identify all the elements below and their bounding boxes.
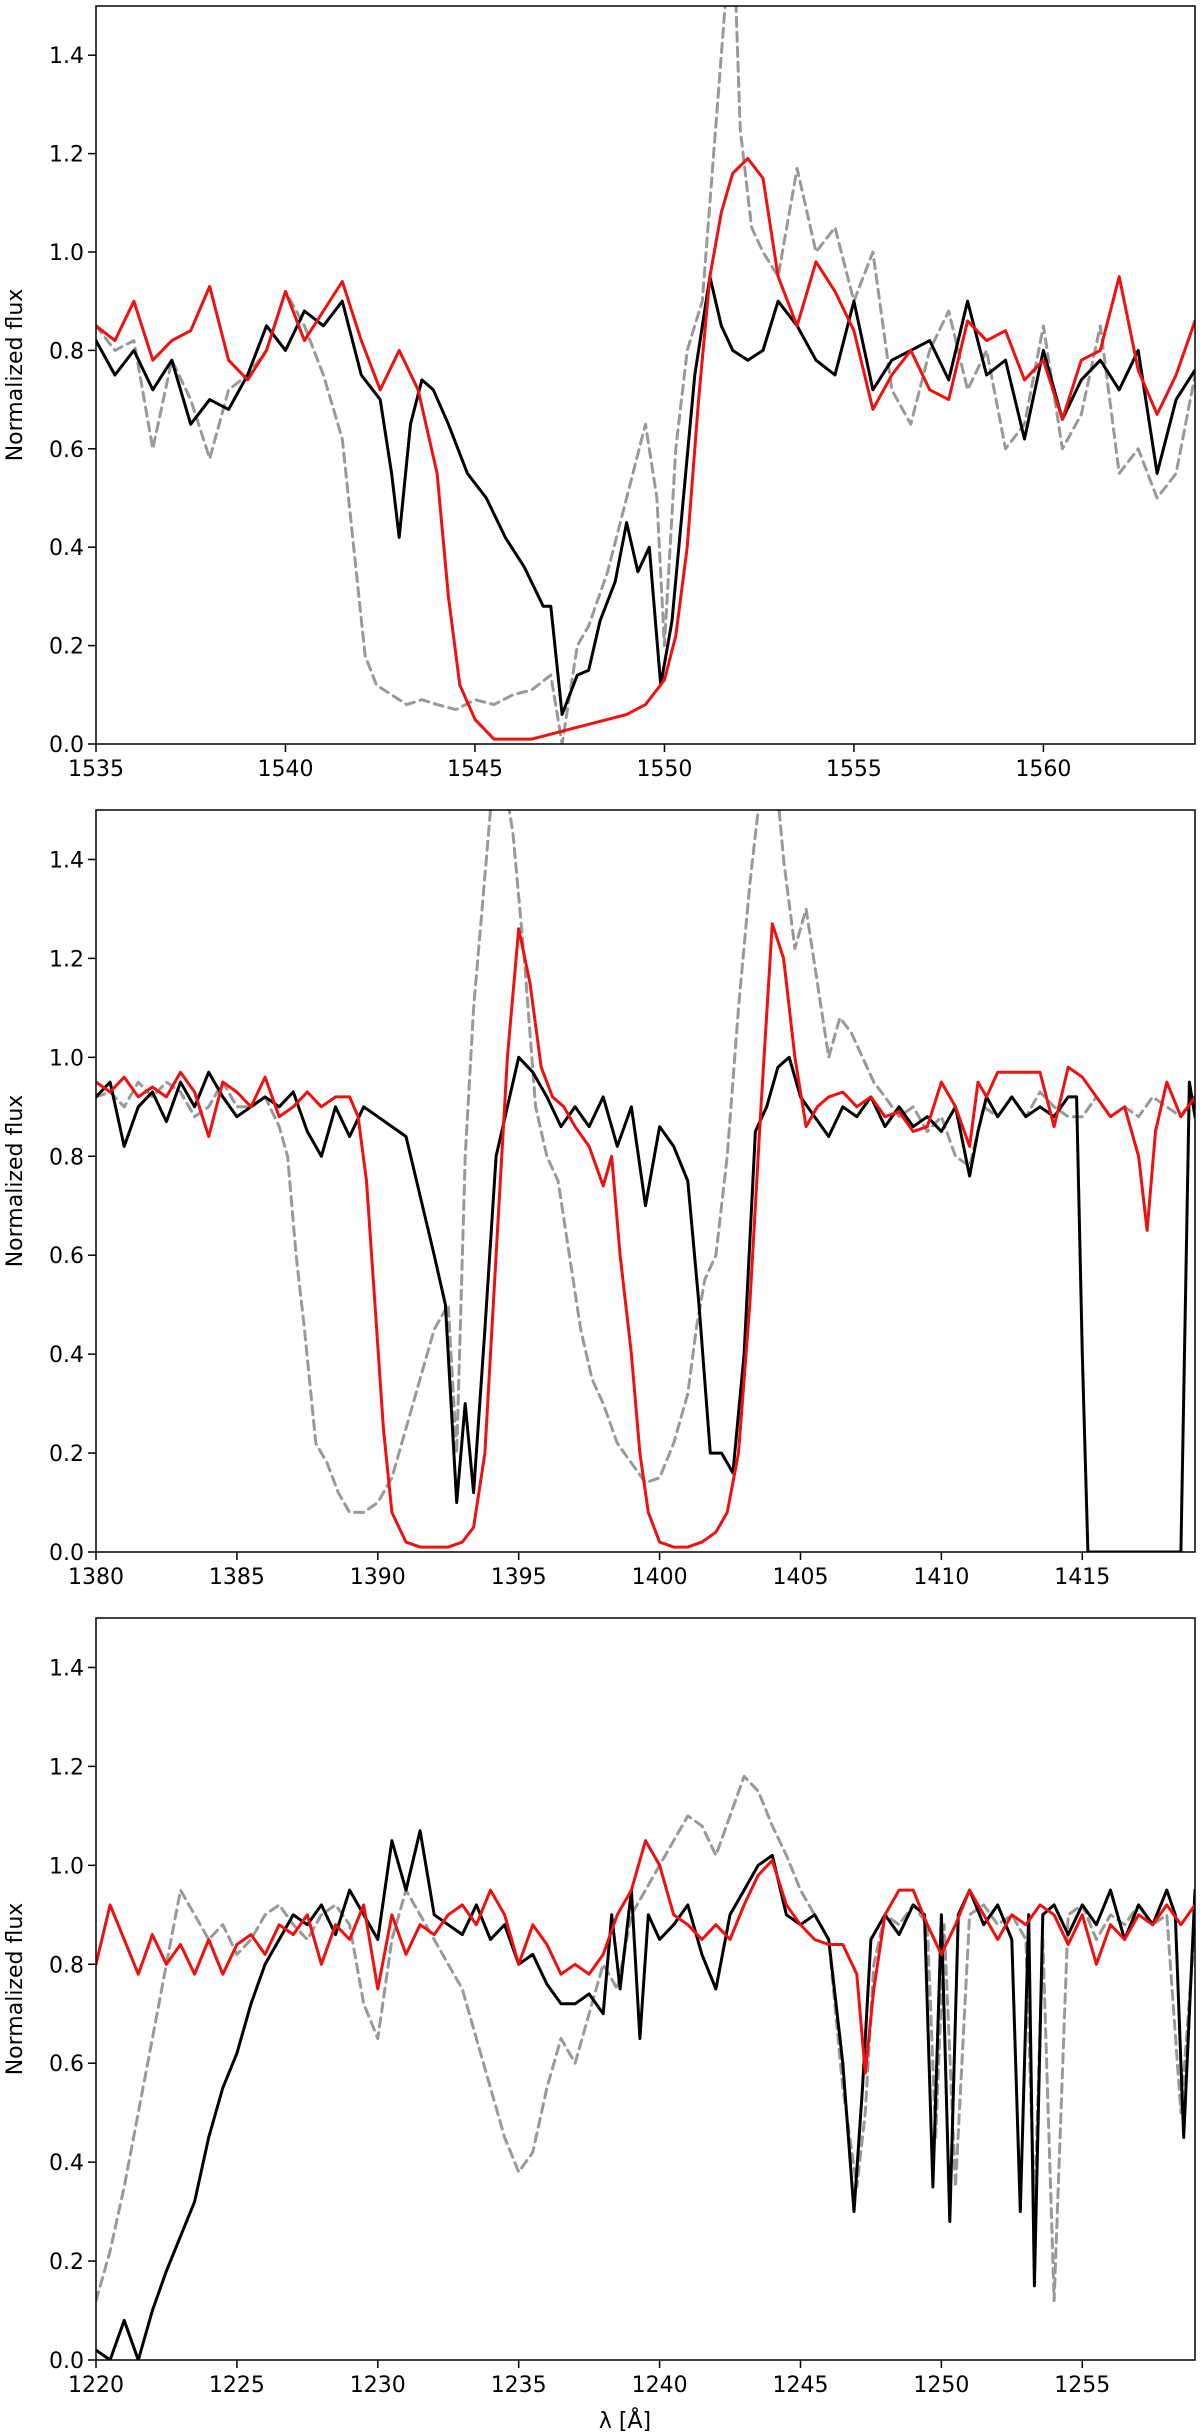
y-tick-label: 0.6 (49, 1244, 84, 1269)
x-tick-label: 1540 (257, 757, 313, 782)
x-tick-label: 1380 (68, 1565, 124, 1590)
y-tick-label: 0.8 (49, 1145, 84, 1170)
x-tick-label: 1255 (1054, 2373, 1110, 2398)
x-tick-label: 1240 (632, 2373, 688, 2398)
panel-n-v: 1220 1225 1230 1235 1240 1245 1250 1255 0.0 0.2 0.… (3, 1617, 1196, 2398)
y-tick-label: 0.6 (49, 438, 84, 463)
y-axis-label: Normalized flux (3, 1095, 28, 1268)
panel-c-iv: 1535 1540 1545 1550 1555 1560 0.0 0.2 0.4 0.6 0.8 1… (3, 5, 1196, 782)
series-line-gray-dashed (96, 1774, 1195, 2303)
panel-si-iv: 1380 1385 1390 1395 1400 1405 1410 1415 0.0 0.2 0.… (3, 809, 1196, 1590)
y-tick-label: 0.0 (49, 2349, 84, 2374)
x-tick-label: 1535 (68, 757, 124, 782)
y-tick-label: 1.4 (49, 44, 84, 69)
x-tick-label: 1390 (350, 1565, 406, 1590)
x-tick-label: 1410 (913, 1565, 969, 1590)
y-tick-label: 0.2 (49, 635, 84, 660)
x-tick-label: 1220 (68, 2373, 124, 2398)
x-tick-label: 1400 (632, 1565, 688, 1590)
y-tick-label: 1.4 (49, 1656, 84, 1681)
x-tick-label: 1235 (491, 2373, 547, 2398)
axes-frame (95, 809, 1196, 1553)
y-tick-label: 0.2 (49, 1442, 84, 1467)
axes-frame (95, 5, 1196, 745)
y-tick-label: 0.0 (49, 1541, 84, 1566)
x-tick-label: 1550 (636, 757, 692, 782)
x-tick-label: 1225 (209, 2373, 265, 2398)
x-tick-label: 1415 (1054, 1565, 1110, 1590)
y-tick-label: 0.4 (49, 2151, 84, 2176)
y-tick-label: 1.0 (49, 1854, 84, 1879)
series-line-red-solid (96, 1839, 1195, 2075)
y-tick-label: 0.6 (49, 2052, 84, 2077)
y-tick-label: 1.0 (49, 241, 84, 266)
series-line-gray-dashed (96, 810, 1195, 1514)
y-tick-label: 0.4 (49, 1343, 84, 1368)
y-tick-label: 1.2 (49, 1755, 84, 1780)
y-tick-label: 0.8 (49, 339, 84, 364)
x-tick-label: 1395 (491, 1565, 547, 1590)
series-line-black-solid (96, 1055, 1195, 1552)
x-tick-label: 1230 (350, 2373, 406, 2398)
x-tick-label: 1250 (913, 2373, 969, 2398)
plot-area (96, 1774, 1195, 2360)
x-tick-label: 1245 (772, 2373, 828, 2398)
series-line-black-solid (96, 1829, 1195, 2360)
x-axis-label: λ [Å] (599, 2407, 651, 2434)
series-line-red-solid (96, 922, 1195, 1549)
x-tick-label: 1560 (1015, 757, 1071, 782)
x-tick-label: 1385 (209, 1565, 265, 1590)
y-axis-label: Normalized flux (3, 289, 28, 462)
y-tick-label: 1.0 (49, 1046, 84, 1071)
y-axis-label: Normalized flux (3, 1903, 28, 2076)
y-tick-label: 0.8 (49, 1953, 84, 1978)
y-tick-label: 0.4 (49, 536, 84, 561)
series-line-black-solid (96, 275, 1195, 716)
x-tick-label: 1545 (447, 757, 503, 782)
plot-area (96, 810, 1195, 1552)
series-line-red-solid (96, 157, 1195, 741)
y-tick-label: 1.4 (49, 848, 84, 873)
y-tick-label: 0.2 (49, 2250, 84, 2275)
x-tick-label: 1555 (826, 757, 882, 782)
plot-area (96, 6, 1195, 744)
y-tick-label: 1.2 (49, 947, 84, 972)
y-tick-label: 1.2 (49, 143, 84, 168)
y-tick-label: 0.0 (49, 733, 84, 758)
series-line-gray-dashed (96, 6, 1195, 744)
axes-frame (95, 1617, 1196, 2361)
x-tick-label: 1405 (772, 1565, 828, 1590)
